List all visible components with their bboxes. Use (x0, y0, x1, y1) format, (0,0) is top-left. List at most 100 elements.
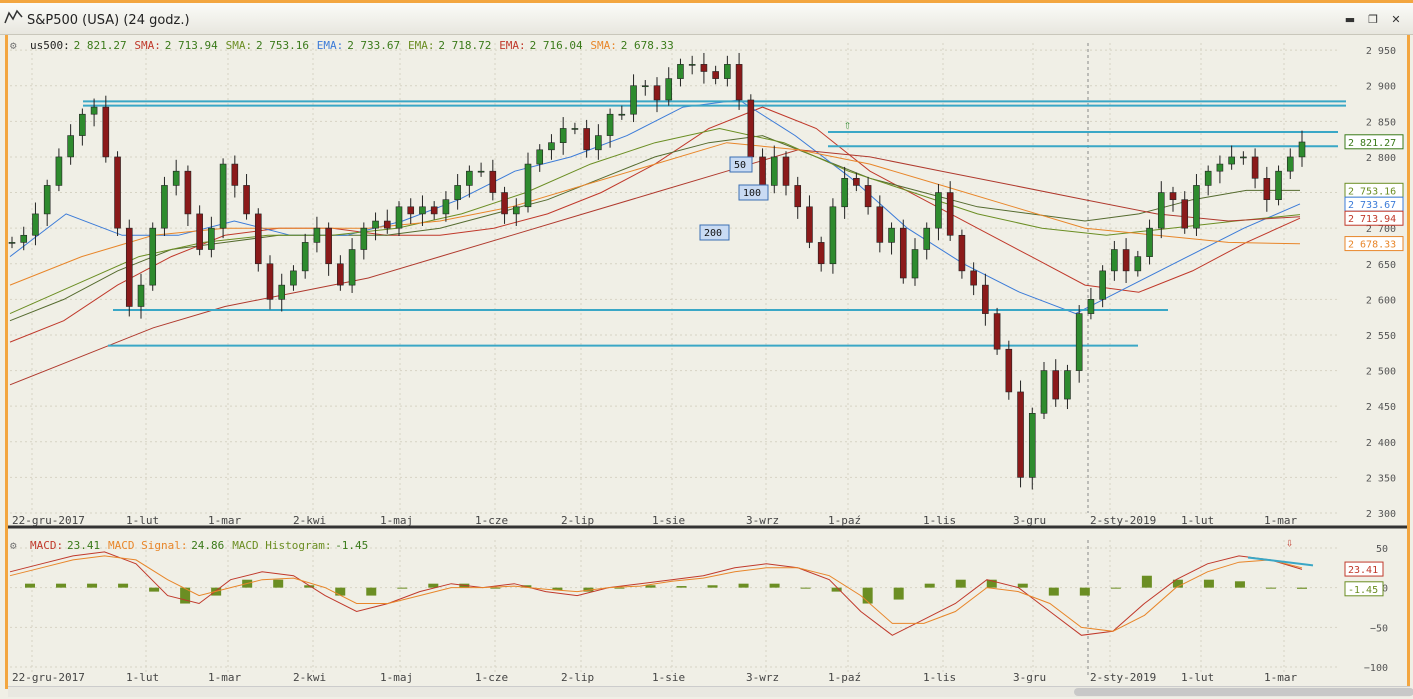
macd-date-axis-label: 1-mar (1264, 671, 1297, 684)
macd-date-axis-label: 2-lip (561, 671, 594, 684)
candle-body (630, 85, 637, 115)
candle-body (1146, 227, 1153, 257)
macd-date-axis-label: 1-lut (1181, 671, 1214, 684)
ma-period-label: 50 (734, 160, 746, 171)
macd-line (9, 551, 1303, 636)
legend-label: MACD Histogram: (232, 539, 331, 552)
legend-label: SMA: (134, 39, 161, 52)
macd-histogram-bar (56, 583, 67, 588)
macd-histogram-bar (831, 587, 842, 592)
candle-body (196, 213, 203, 250)
candle-body (841, 178, 848, 208)
candle-body (489, 170, 497, 193)
candle-body (395, 206, 403, 229)
candle-body (501, 192, 508, 215)
macd-histogram-bar (800, 587, 811, 589)
date-axis-label: 2-kwi (293, 514, 326, 527)
legend-label: SMA: (590, 39, 617, 52)
candle-body (1228, 156, 1235, 165)
candle-body (747, 99, 755, 158)
macd-line (9, 555, 1303, 632)
candle-body (360, 227, 368, 250)
price-axis-label: 2 800 (1366, 153, 1396, 164)
candle-body (724, 64, 731, 79)
price-axis-label: 2 400 (1366, 438, 1396, 449)
macd-histogram-bar (1203, 579, 1214, 588)
candle-body (583, 128, 590, 151)
legend-label: EMA: (317, 39, 344, 52)
macd-legend: ⚙ MACD: 23.41 MACD Signal: 24.86 MACD Histogr… (10, 539, 368, 552)
restore-icon[interactable]: ❐ (1368, 13, 1378, 26)
candle-body (853, 178, 860, 186)
candle-body (571, 128, 579, 130)
candle-body (864, 185, 872, 208)
candle-body (348, 249, 356, 286)
chart-app-icon (4, 9, 23, 24)
macd-tag-box (1344, 581, 1384, 597)
candle-body (735, 64, 743, 101)
legend-value: -1.45 (335, 539, 368, 552)
candle-body (102, 106, 110, 158)
candle-body (137, 284, 145, 307)
candle-body (477, 170, 485, 173)
horizontal-scrollbar[interactable] (8, 686, 1413, 697)
candle-body (618, 113, 626, 116)
price-legend: ⚙ us500: 2 821.27 SMA: 2 713.94 SMA: 2 753.16 E… (10, 39, 674, 52)
scroll-thumb[interactable] (1074, 688, 1413, 696)
candle-body (759, 156, 766, 186)
candle-body (946, 192, 954, 236)
candle-body (794, 185, 802, 208)
candle-body (876, 206, 884, 243)
candle-body (1052, 370, 1060, 400)
candle-body (149, 227, 157, 286)
date-axis-label: 1-paź (828, 514, 861, 527)
date-axis-label: 1-sie (652, 514, 685, 527)
macd-date-axis-label: 3-wrz (746, 671, 779, 684)
date-axis-label: 2-sty-2019 (1090, 514, 1156, 527)
candle-body (1134, 256, 1142, 272)
macd-histogram-bar (955, 579, 966, 588)
macd-tag-label: 23.41 (1348, 565, 1378, 576)
candle-body (290, 270, 297, 286)
macd-histogram-bar (1141, 575, 1152, 588)
macd-date-axis-label: 22-gru-2017 (12, 671, 85, 684)
candle-body (161, 185, 168, 229)
candle-body (67, 135, 74, 158)
legend-settings-icon: ⚙ (10, 39, 17, 52)
macd-histogram-bar (335, 587, 346, 596)
close-icon[interactable]: ✕ (1391, 13, 1401, 26)
minimize-icon[interactable]: ▬ (1344, 13, 1356, 26)
candle-body (278, 284, 286, 300)
candle-body (301, 242, 309, 272)
date-axis-label: 3-gru (1013, 514, 1046, 527)
legend-value: 2 821.27 (74, 39, 127, 52)
macd-histogram-bar (552, 587, 563, 591)
date-axis-label: 1-mar (1264, 514, 1297, 527)
candle-body (114, 156, 121, 229)
candle-body (641, 85, 649, 88)
macd-histogram-bar (862, 587, 873, 604)
date-axis-label: 1-mar (208, 514, 241, 527)
macd-histogram-bar (1265, 587, 1276, 589)
ma-period-label: 200 (704, 228, 722, 239)
legend-value: 2 733.67 (347, 39, 400, 52)
ma-line (9, 149, 1301, 386)
window-title: S&P500 (USA) (24 godz.) (27, 13, 190, 28)
price-axis-label: 2 350 (1366, 473, 1396, 484)
price-tag-label: 2 753.16 (1348, 186, 1396, 197)
candle-body (325, 227, 332, 265)
candle-body (1075, 313, 1083, 371)
candle-body (419, 206, 426, 215)
legend-label: MACD: (30, 539, 63, 552)
price-axis-label: 2 500 (1366, 367, 1396, 378)
candle-body (442, 199, 450, 215)
candle-body (8, 242, 16, 244)
candle-body (548, 142, 555, 151)
macd-date-axis-label: 1-mar (208, 671, 241, 684)
candle-body (888, 227, 895, 243)
candle-body (1005, 348, 1013, 393)
macd-histogram-bar (1048, 587, 1059, 596)
macd-histogram-bar (1017, 583, 1028, 588)
title-bar[interactable]: S&P500 (USA) (24 godz.) ▬ ❐ ✕ (0, 0, 1413, 35)
